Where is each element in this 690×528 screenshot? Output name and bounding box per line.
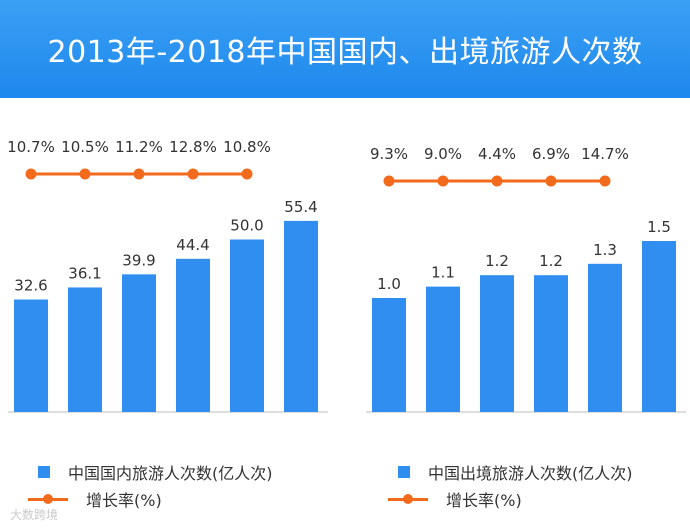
legend-line-marker xyxy=(28,493,68,504)
growth-point-domestic xyxy=(25,168,37,180)
growth-point-outbound xyxy=(383,175,395,187)
x-tick-label-outbound: 2016 xyxy=(532,426,570,428)
x-tick-label-outbound: 2015 xyxy=(478,426,516,428)
x-tick-label-domestic: 2018 xyxy=(282,426,320,428)
bar-outbound-2018 xyxy=(642,241,676,412)
bar-domestic-2016 xyxy=(176,258,210,412)
bar-domestic-2018 xyxy=(284,220,318,412)
bar-outbound-2015 xyxy=(480,275,514,412)
legend-swatch xyxy=(398,466,410,478)
data-label-outbound: 1.5 xyxy=(647,218,671,236)
growth-label-domestic: 12.8% xyxy=(169,138,217,156)
bar-domestic-2017 xyxy=(230,239,264,412)
chart-title: 2013年-2018年中国国内、出境旅游人次数 xyxy=(0,0,690,98)
legend-right-line: 增长率(%) xyxy=(388,487,522,511)
x-tick-label-outbound: 2014 xyxy=(424,426,462,428)
growth-point-outbound xyxy=(437,175,449,187)
x-tick-label-outbound: 2017 xyxy=(586,426,624,428)
x-tick-label-domestic: 2017 xyxy=(228,426,266,428)
bar-outbound-2016 xyxy=(534,275,568,412)
x-tick-label-domestic: 2014 xyxy=(66,426,104,428)
legend-line-marker xyxy=(388,493,428,504)
data-label-outbound: 1.0 xyxy=(377,275,401,293)
data-label-outbound: 1.1 xyxy=(431,264,455,282)
growth-label-outbound: 6.9% xyxy=(532,145,570,163)
legend-left-bar: 中国国内旅游人次数(亿人次) xyxy=(38,460,273,484)
growth-label-outbound: 9.0% xyxy=(424,145,462,163)
x-tick-label-domestic: 2013 xyxy=(12,426,50,428)
growth-label-domestic: 10.8% xyxy=(223,138,271,156)
data-label-domestic: 36.1 xyxy=(68,264,101,282)
growth-label-domestic: 10.7% xyxy=(7,138,55,156)
legend-right-bar-label: 中国出境旅游人次数(亿人次) xyxy=(428,464,633,483)
bar-domestic-2013 xyxy=(14,299,48,412)
bar-domestic-2015 xyxy=(122,274,156,412)
growth-point-outbound xyxy=(491,175,503,187)
legend-left-line-label: 增长率(%) xyxy=(86,491,162,510)
data-label-domestic: 32.6 xyxy=(14,277,47,295)
legend-right-bar: 中国出境旅游人次数(亿人次) xyxy=(398,460,633,484)
growth-point-domestic xyxy=(133,168,145,180)
growth-label-outbound: 14.7% xyxy=(581,145,629,163)
data-label-domestic: 50.0 xyxy=(230,217,263,235)
data-label-domestic: 39.9 xyxy=(122,251,155,269)
growth-point-domestic xyxy=(241,168,253,180)
data-label-outbound: 1.3 xyxy=(593,241,617,259)
growth-label-domestic: 11.2% xyxy=(115,138,163,156)
x-tick-label-domestic: 2015 xyxy=(120,426,158,428)
legend-left-line: 增长率(%) xyxy=(28,487,162,511)
growth-point-outbound xyxy=(545,175,557,187)
data-label-outbound: 1.2 xyxy=(539,252,563,270)
bar-outbound-2013 xyxy=(372,298,406,412)
x-tick-label-domestic: 2016 xyxy=(174,426,212,428)
growth-label-outbound: 4.4% xyxy=(478,145,516,163)
bar-outbound-2014 xyxy=(426,286,460,412)
legend-swatch xyxy=(38,466,50,478)
legend-right-line-label: 增长率(%) xyxy=(446,491,522,510)
x-tick-label-outbound: 2018 xyxy=(640,426,678,428)
growth-label-domestic: 10.5% xyxy=(61,138,109,156)
growth-point-outbound xyxy=(599,175,611,187)
bar-domestic-2014 xyxy=(68,287,102,412)
growth-point-domestic xyxy=(187,168,199,180)
data-label-domestic: 55.4 xyxy=(284,198,317,216)
watermark: 大数跨境 xyxy=(10,508,59,522)
chart-area: 32.6 2013 36.1 2014 39.9 2015 44.4 2016 50.0 2017… xyxy=(7,138,686,428)
data-label-domestic: 44.4 xyxy=(176,236,209,254)
x-tick-label-outbound: 2013 xyxy=(370,426,408,428)
growth-point-domestic xyxy=(79,168,91,180)
growth-label-outbound: 9.3% xyxy=(370,145,408,163)
bar-outbound-2017 xyxy=(588,263,622,412)
data-label-outbound: 1.2 xyxy=(485,252,509,270)
legend-left-bar-label: 中国国内旅游人次数(亿人次) xyxy=(68,464,273,483)
